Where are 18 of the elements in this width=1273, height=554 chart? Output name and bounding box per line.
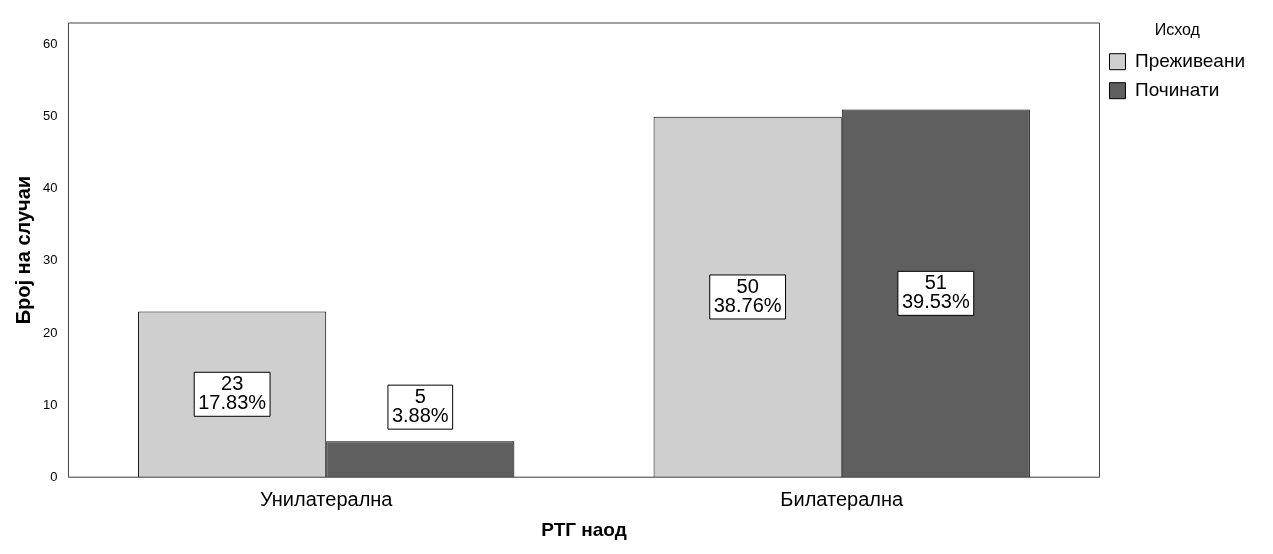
y-tick-label: 40 <box>42 180 58 196</box>
data-label: 51 39.53% <box>901 271 970 313</box>
data-label: 50 38.76% <box>713 274 782 316</box>
legend-label: Преживеани <box>1134 49 1246 71</box>
data-label: 5 3.88% <box>391 385 449 427</box>
legend-label: Починати <box>1134 78 1220 100</box>
y-tick-label: 20 <box>42 324 58 340</box>
data-label: 23 17.83% <box>198 372 267 414</box>
y-tick-label: 30 <box>42 252 58 268</box>
y-tick-label: 0 <box>50 468 58 484</box>
y-tick-label: 60 <box>42 36 58 52</box>
x-axis-title: РТГ наод <box>541 518 627 540</box>
legend-title: Исход <box>1154 21 1201 39</box>
y-tick-label: 10 <box>42 396 58 412</box>
y-tick-label: 50 <box>42 108 58 124</box>
x-tick-label: Унилатерална <box>259 487 394 510</box>
y-axis-title: Број на случаи <box>11 175 34 325</box>
x-tick-label: Билатерална <box>780 487 904 510</box>
